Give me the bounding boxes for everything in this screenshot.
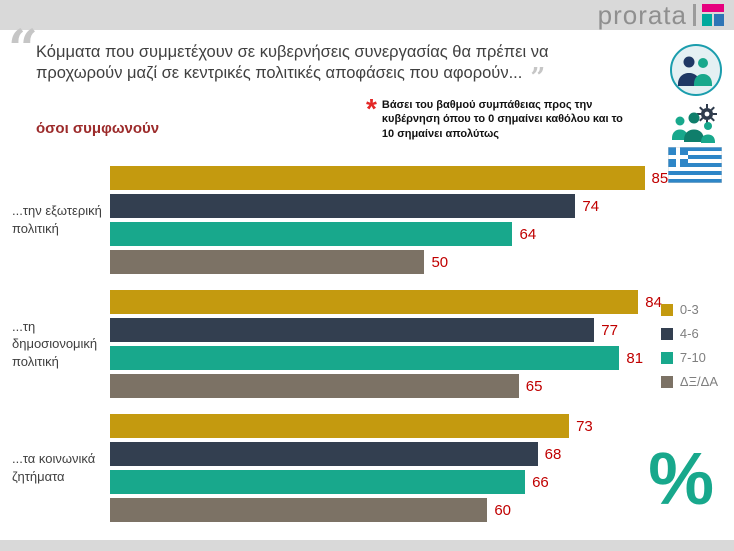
legend-swatch — [660, 327, 673, 340]
legend-swatch — [660, 351, 673, 364]
bar-ΔΞ/ΔΑ — [110, 498, 488, 522]
bar-0-3 — [110, 290, 639, 314]
bar-value-label: 77 — [601, 321, 618, 339]
bar-stack: 84 77 81 65 — [110, 290, 676, 398]
bottom-band — [0, 540, 734, 551]
greek-flag-icon — [668, 147, 722, 183]
bar-row: 65 — [110, 374, 676, 398]
bar-row: 66 — [110, 470, 676, 494]
note-asterisk: * — [366, 93, 377, 124]
bar-4-6 — [110, 318, 595, 342]
team-gear-icon — [672, 104, 717, 143]
bar-stack: 73 68 66 60 — [110, 414, 676, 522]
bar-row: 73 — [110, 414, 676, 438]
bar-row: 77 — [110, 318, 676, 342]
bar-group: ...τα κοινωνικά ζητήματα 73 68 66 60 — [0, 414, 676, 522]
top-band — [0, 0, 734, 30]
title-text: Κόμματα που συμμετέχουν σε κυβερνήσεις σ… — [36, 43, 549, 83]
page-title: Κόμματα που συμμετέχουν σε κυβερνήσεις σ… — [36, 42, 602, 91]
logo-flag-icon — [702, 4, 724, 26]
legend-item: 0-3 — [660, 302, 718, 317]
bar-value-label: 60 — [494, 501, 512, 519]
bar-value-label: 74 — [582, 197, 600, 215]
bar-chart: ...την εξωτερική πολιτική 85 74 64 50 ...τη δ… — [0, 166, 676, 538]
bar-value-label: 81 — [626, 349, 644, 367]
bar-group: ...την εξωτερική πολιτική 85 74 64 50 — [0, 166, 676, 274]
percent-icon: % — [648, 437, 714, 520]
prorata-logo-text: prorata — [597, 0, 687, 30]
chart-subtitle: όσοι συμφωνούν — [36, 120, 160, 137]
bar-7-10 — [110, 222, 513, 246]
chart-legend: 0-3 4-6 7-10 ΔΞ/ΔΑ — [660, 302, 718, 398]
bar-7-10 — [110, 346, 620, 370]
logo-divider — [693, 4, 696, 26]
bar-4-6 — [110, 442, 538, 466]
bar-row: 81 — [110, 346, 676, 370]
bar-7-10 — [110, 470, 526, 494]
quote-close-icon: ” — [530, 63, 546, 94]
bar-value-label: 68 — [544, 445, 562, 463]
bar-row: 64 — [110, 222, 676, 246]
bar-row: 84 — [110, 290, 676, 314]
bar-value-label: 50 — [431, 253, 449, 271]
bar-ΔΞ/ΔΑ — [110, 250, 425, 274]
legend-label: ΔΞ/ΔΑ — [679, 374, 718, 389]
category-label: ...τη δημοσιονομική πολιτική — [12, 318, 98, 369]
bar-value-label: 66 — [532, 473, 549, 491]
bar-value-label: 65 — [525, 377, 543, 395]
people-pair-icon — [670, 44, 722, 96]
bar-value-label: 73 — [576, 417, 593, 435]
legend-item: 7-10 — [660, 350, 718, 365]
footnote: * Βάσει του βαθμού συμπάθειας προς την κ… — [366, 93, 634, 141]
bar-value-label: 64 — [519, 225, 537, 243]
prorata-logo: prorata — [598, 0, 724, 30]
legend-label: 7-10 — [679, 350, 706, 365]
bar-value-label: 84 — [645, 293, 662, 311]
legend-item: ΔΞ/ΔΑ — [660, 374, 718, 389]
bar-value-label: 85 — [651, 169, 669, 187]
bar-row: 60 — [110, 498, 676, 522]
bar-row: 74 — [110, 194, 676, 218]
category-label: ...τα κοινωνικά ζητήματα — [12, 451, 96, 484]
bar-0-3 — [110, 414, 570, 438]
bar-4-6 — [110, 194, 576, 218]
bar-group: ...τη δημοσιονομική πολιτική 84 77 81 65 — [0, 290, 676, 398]
legend-swatch — [660, 375, 673, 388]
legend-label: 4-6 — [679, 326, 699, 341]
legend-swatch — [660, 303, 673, 316]
bar-ΔΞ/ΔΑ — [110, 374, 519, 398]
note-text: Βάσει του βαθμού συμπάθειας προς την κυβ… — [381, 99, 623, 140]
bar-0-3 — [110, 166, 645, 190]
bar-row: 68 — [110, 442, 676, 466]
legend-item: 4-6 — [660, 326, 718, 341]
bar-stack: 85 74 64 50 — [110, 166, 676, 274]
bar-row: 85 — [110, 166, 676, 190]
category-label: ...την εξωτερική πολιτική — [12, 203, 102, 236]
bar-row: 50 — [110, 250, 676, 274]
legend-label: 0-3 — [679, 302, 699, 317]
quote-open-icon: “ — [8, 19, 38, 80]
